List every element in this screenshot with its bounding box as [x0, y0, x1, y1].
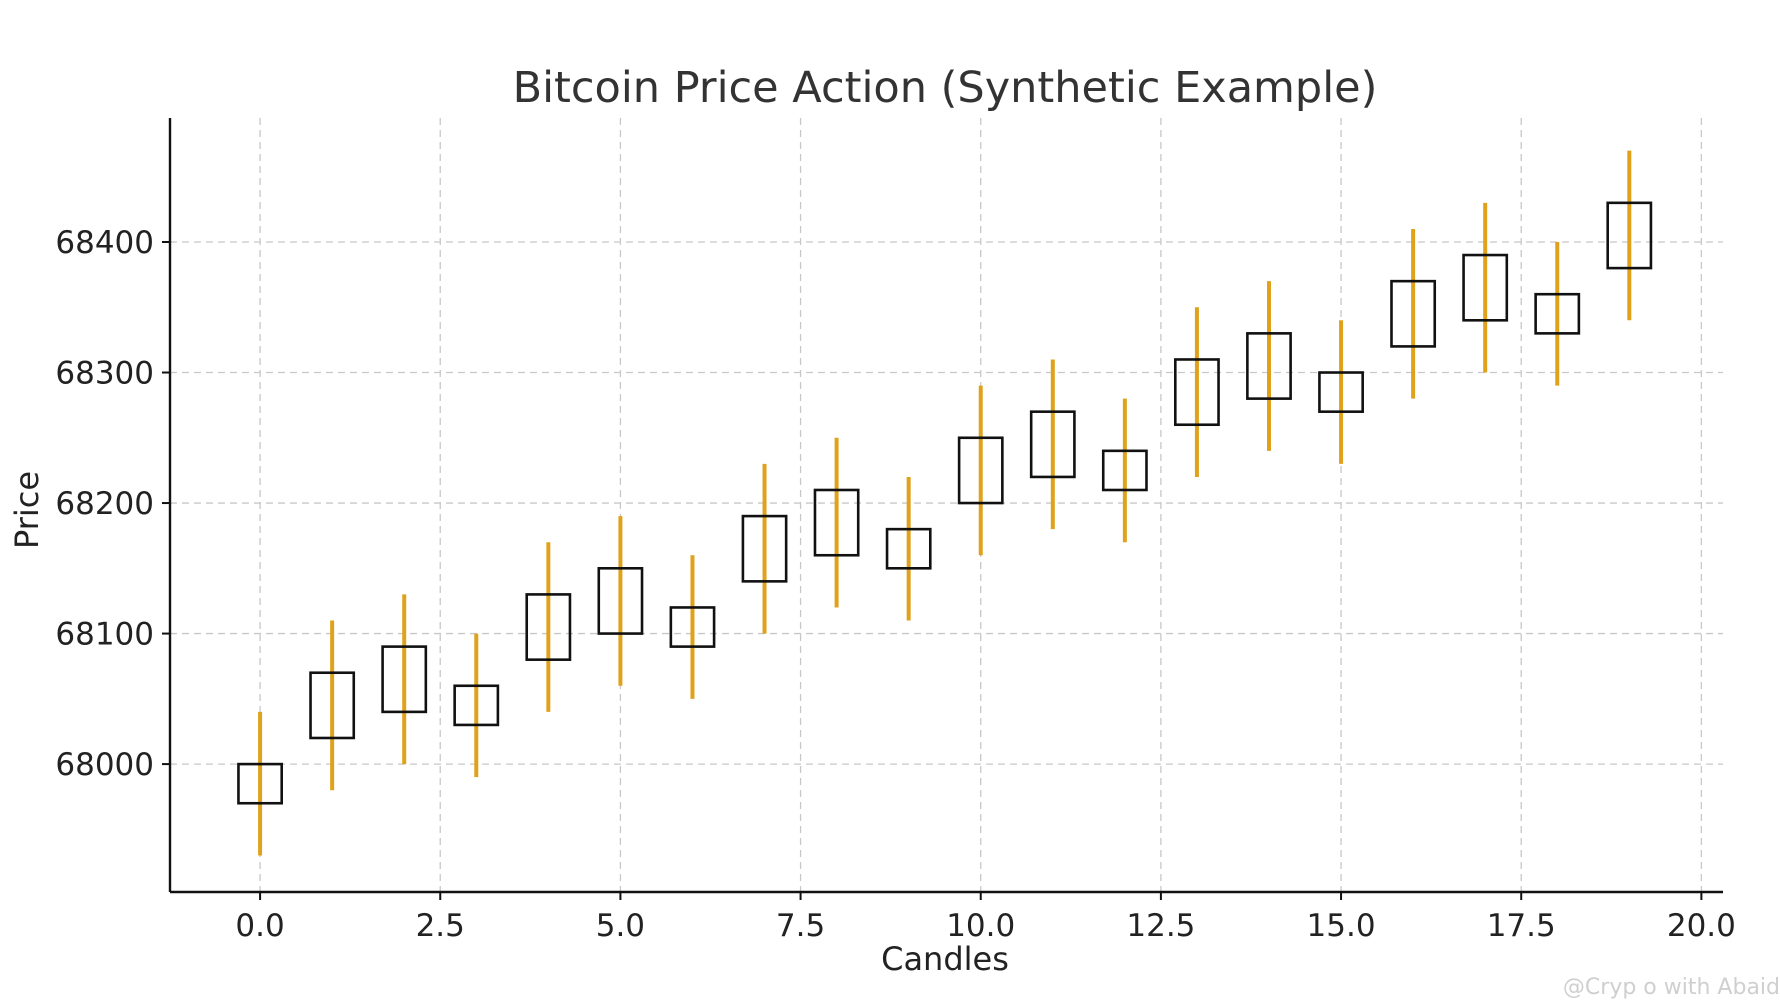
candle-body [1534, 292, 1581, 335]
y-axis-label: Price [8, 471, 46, 549]
grid-lines [170, 118, 1723, 892]
x-tick-label: 12.5 [1126, 908, 1195, 944]
x-tick-label: 2.5 [416, 908, 465, 944]
candle-body [453, 684, 500, 727]
x-tick-label: 20.0 [1667, 908, 1736, 944]
y-tick-label: 68000 [55, 747, 154, 783]
candle-bodies [237, 201, 1653, 805]
candle-body [957, 436, 1004, 505]
x-tick-label: 10.0 [946, 908, 1015, 944]
candle-wicks [258, 150, 1632, 856]
y-axis-ticks: 68000 68100 68200 68300 68400 [55, 225, 170, 783]
chart-title: Bitcoin Price Action (Synthetic Example) [513, 63, 1378, 113]
candle-body [525, 593, 572, 661]
candle-body [1029, 410, 1076, 479]
candle-body [1246, 332, 1292, 400]
candle-body [885, 527, 932, 570]
candle-body [1390, 279, 1437, 348]
x-tick-label: 0.0 [235, 908, 284, 944]
y-tick-label: 68400 [55, 225, 154, 261]
candle-body [1174, 358, 1220, 427]
watermark: @Cryp o with Abaid [1562, 975, 1780, 1000]
candle-body [1318, 371, 1364, 413]
x-tick-label: 5.0 [596, 908, 645, 944]
candle-body [813, 488, 860, 557]
candle-body [237, 762, 284, 805]
candle-body [1606, 201, 1653, 270]
candle-body [597, 567, 644, 635]
x-tick-label: 17.5 [1487, 908, 1556, 944]
candle-body [1462, 253, 1509, 322]
candle-body [741, 514, 788, 583]
candle-body [1101, 449, 1148, 492]
x-tick-label: 7.5 [776, 908, 825, 944]
axes [168, 118, 1723, 894]
x-axis-label: Candles [881, 940, 1009, 978]
x-axis-ticks: 0.0 2.5 5.0 7.5 10.0 12.5 15.0 17.5 20.0 [235, 892, 1736, 944]
candle-body [381, 645, 428, 714]
y-tick-label: 68100 [55, 617, 154, 653]
candle-body [309, 671, 356, 740]
x-tick-label: 15.0 [1307, 908, 1376, 944]
candle-body [669, 606, 716, 648]
y-tick-label: 68300 [55, 356, 154, 392]
y-tick-label: 68200 [55, 486, 154, 522]
